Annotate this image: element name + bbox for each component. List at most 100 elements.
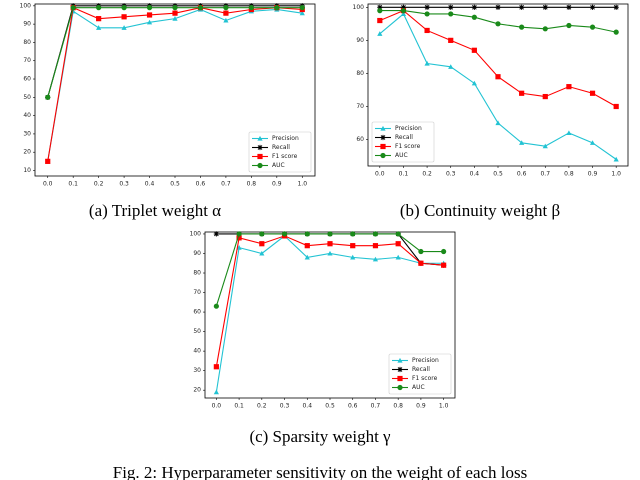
marker	[519, 140, 525, 145]
y-tick-label: 80	[193, 270, 201, 277]
marker	[350, 243, 356, 249]
marker	[424, 11, 430, 17]
legend-label: Recall	[272, 144, 290, 151]
legend-label: F1 score	[412, 375, 438, 382]
marker	[299, 5, 305, 11]
marker	[45, 158, 51, 164]
marker	[96, 5, 102, 11]
legend-marker	[397, 384, 403, 391]
x-tick-label: 1.0	[439, 403, 449, 410]
marker	[259, 231, 265, 237]
marker	[96, 25, 102, 30]
y-tick-label: 20	[23, 149, 31, 156]
legend-label: Precision	[272, 135, 299, 142]
marker	[566, 130, 572, 136]
marker	[197, 5, 204, 11]
marker	[327, 241, 333, 247]
x-tick-label: 0.1	[399, 171, 409, 178]
legend: Precision Recall F1 score AUC	[388, 353, 452, 395]
marker	[418, 248, 424, 255]
marker	[613, 29, 619, 35]
x-tick-label: 0.8	[247, 181, 257, 188]
marker	[542, 26, 548, 32]
marker	[350, 254, 356, 260]
legend-label: Recall	[412, 366, 430, 373]
marker	[304, 231, 310, 237]
x-tick-label: 0.6	[348, 403, 358, 410]
marker	[299, 10, 305, 16]
chart-caption: (a) Triplet weight α	[89, 201, 221, 220]
x-tick-label: 0.7	[371, 403, 381, 410]
marker	[213, 303, 219, 309]
marker	[327, 250, 333, 256]
y-tick-label: 70	[23, 57, 31, 64]
x-tick-label: 0.9	[588, 171, 598, 178]
marker	[223, 10, 229, 16]
marker	[96, 16, 102, 22]
marker	[519, 90, 525, 96]
y-tick-label: 40	[23, 112, 31, 119]
marker	[471, 80, 477, 86]
marker	[424, 4, 430, 10]
marker	[146, 19, 153, 25]
chart-caption: (c) Sparsity weight γ	[249, 427, 391, 446]
marker	[519, 4, 525, 10]
x-tick-label: 0.3	[119, 181, 129, 188]
marker	[372, 231, 379, 237]
marker	[495, 74, 501, 80]
x-tick-label: 0.4	[145, 181, 155, 188]
x-tick-label: 0.2	[422, 171, 432, 178]
x-tick-label: 0.4	[470, 171, 480, 178]
y-tick-label: 90	[193, 250, 201, 257]
marker	[213, 389, 219, 395]
marker	[70, 5, 76, 11]
marker	[121, 25, 127, 30]
marker	[400, 11, 407, 16]
marker	[400, 8, 407, 14]
x-tick-label: 0.6	[517, 171, 527, 178]
marker	[248, 5, 254, 11]
marker	[448, 64, 454, 69]
marker	[146, 5, 153, 11]
x-tick-label: 1.0	[297, 181, 307, 188]
x-tick-label: 0.9	[416, 403, 426, 410]
x-tick-label: 0.5	[493, 171, 503, 178]
marker	[448, 37, 454, 43]
legend-label: Precision	[395, 125, 422, 132]
x-tick-label: 0.1	[234, 403, 244, 410]
chart-caption: (b) Continuity weight β	[400, 201, 560, 220]
legend-box	[248, 131, 312, 173]
x-tick-label: 0.0	[43, 181, 53, 188]
marker	[377, 17, 383, 24]
marker	[542, 143, 548, 149]
legend-marker	[380, 152, 386, 159]
marker	[471, 47, 477, 53]
x-tick-label: 0.8	[393, 403, 403, 410]
marker	[146, 12, 153, 18]
marker	[327, 231, 333, 237]
y-tick-label: 80	[23, 39, 31, 46]
legend-marker	[257, 135, 263, 141]
marker	[589, 24, 596, 30]
marker	[495, 21, 501, 27]
marker	[223, 17, 229, 23]
x-tick-label: 0.6	[196, 181, 206, 188]
marker	[304, 243, 310, 249]
y-tick-label: 70	[193, 289, 201, 296]
marker	[589, 90, 596, 96]
legend-marker	[380, 134, 386, 141]
legend-box	[371, 121, 435, 163]
marker	[372, 256, 379, 262]
y-tick-label: 50	[193, 328, 201, 335]
x-tick-label: 0.5	[325, 403, 335, 410]
figure-caption: Fig. 2: Hyperparameter sensitivity on th…	[113, 463, 528, 480]
x-tick-label: 0.9	[272, 181, 282, 188]
legend-marker	[397, 375, 403, 382]
x-tick-label: 0.3	[280, 403, 290, 410]
marker	[377, 31, 383, 36]
legend-label: Precision	[412, 357, 439, 364]
x-tick-label: 0.1	[68, 181, 78, 188]
marker	[418, 260, 424, 266]
x-tick-label: 0.0	[212, 403, 222, 410]
y-tick-label: 40	[193, 348, 201, 355]
